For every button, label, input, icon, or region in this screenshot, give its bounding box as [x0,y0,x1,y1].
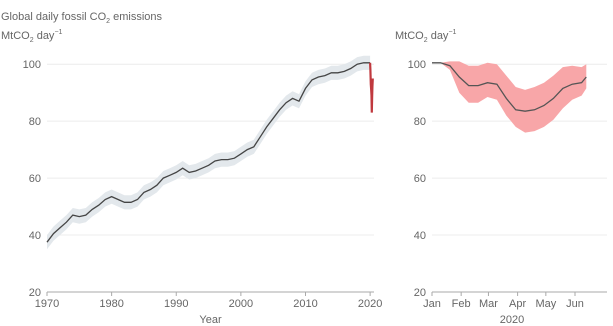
right-y-tick-label: 100 [408,59,426,71]
right-y-tick-label: 40 [414,230,426,242]
left-x-tick-label: 2020 [358,298,382,310]
left-emissions-line [46,62,371,243]
left-x-tick-label: 1990 [164,298,188,310]
left-unit-main: MtCO [1,30,30,42]
right-unit-superscript: −1 [448,29,456,36]
right-y-tick-label: 80 [414,116,426,128]
title-subscript: 2 [106,18,110,25]
left-unit-tail: day [34,30,55,42]
right-x-tick-label: May [535,298,556,310]
title-text: Global daily fossil CO [1,11,107,23]
left-y-tick-labels: 20 40 60 80 100 [23,59,41,299]
left-y-tick-label: 20 [29,287,41,299]
left-gridlines [47,63,374,236]
left-x-axis-title: Year [199,314,222,326]
right-emissions-line [432,62,587,112]
right-x-tick-label: Apr [509,298,526,310]
left-x-tick-label: 1970 [35,298,59,310]
left-2020-drop-line [369,62,374,113]
left-y-tick-label: 100 [23,59,41,71]
right-y-tick-labels: 20 40 60 80 100 [408,59,426,299]
right-x-tick-label: Feb [452,298,471,310]
title-tail: emissions [110,11,162,23]
left-x-tick-label: 1980 [99,298,123,310]
chart-title: Global daily fossil CO2 emissions [1,11,163,25]
left-y-tick-label: 40 [29,230,41,242]
right-x-tick-labels: Jan Feb Mar Apr May Jun [423,292,584,310]
right-unit-main: MtCO [395,30,424,42]
right-y-tick-label: 20 [414,287,426,299]
right-uncertainty-band [432,61,587,133]
left-unit-superscript: −1 [54,29,62,36]
right-x-tick-label: Mar [479,298,498,310]
left-y-tick-label: 60 [29,173,41,185]
left-x-tick-labels: 1970 1980 1990 2000 2010 2020 [35,292,382,310]
right-y-tick-label: 60 [414,173,426,185]
right-x-axis-title: 2020 [500,314,524,326]
right-panel: 20 40 60 80 100 Jan Feb Mar Apr May Jun 2020 [408,59,607,326]
left-x-tick-label: 2010 [293,298,317,310]
left-y-unit-label: MtCO2 day−1 [1,29,63,44]
right-unit-subscript: 2 [424,37,428,44]
left-unit-subscript: 2 [30,37,34,44]
left-uncertainty-band [47,55,371,250]
left-y-tick-label: 80 [29,116,41,128]
right-unit-tail: day [428,30,449,42]
left-x-tick-label: 2000 [229,298,253,310]
right-y-unit-label: MtCO2 day−1 [395,29,457,44]
right-x-tick-label: Jan [423,298,441,310]
left-panel: 20 40 60 80 100 1970 1980 1990 2000 2010 2020 Yea… [23,55,382,326]
right-x-tick-label: Jun [566,298,584,310]
